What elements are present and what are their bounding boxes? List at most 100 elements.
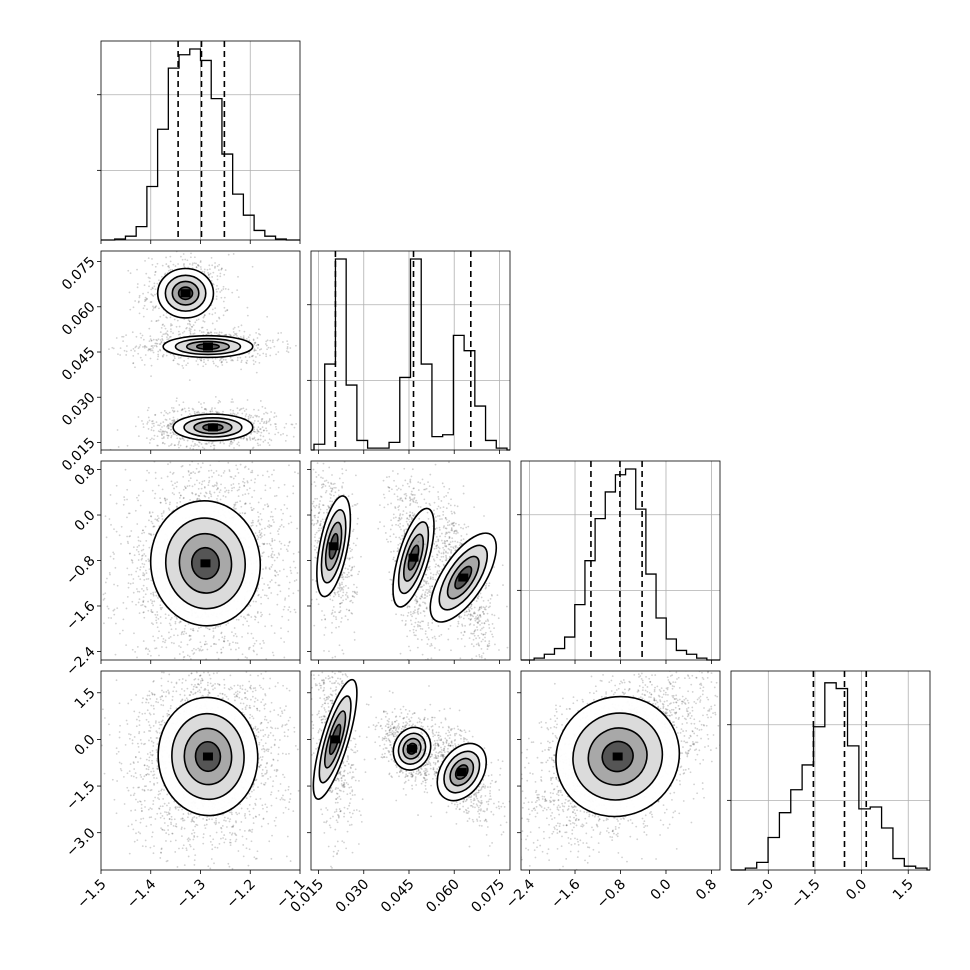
scatter-point [162, 511, 165, 514]
scatter-point [147, 680, 149, 682]
scatter-point [338, 587, 341, 590]
scatter-point [237, 683, 239, 685]
scatter-point [157, 517, 160, 520]
scatter-point [156, 452, 158, 454]
scatter-point [322, 485, 324, 488]
scatter-point [172, 359, 175, 362]
scatter-point [129, 479, 132, 482]
scatter-point [189, 634, 192, 637]
scatter-point [126, 345, 128, 347]
scatter-point [232, 634, 235, 637]
scatter-point [259, 534, 262, 536]
scatter-point [223, 442, 225, 445]
scatter-point [303, 512, 305, 514]
scatter-point [228, 644, 231, 647]
scatter-point [144, 569, 147, 572]
scatter-point [162, 640, 164, 643]
scatter-point [148, 348, 151, 351]
scatter-point [195, 262, 198, 265]
scatter-point [174, 622, 177, 625]
scatter-point [212, 643, 215, 645]
scatter-point [144, 299, 147, 302]
scatter-point [130, 559, 133, 561]
scatter-point [218, 333, 221, 336]
scatter-point [246, 614, 249, 616]
scatter-point [207, 331, 210, 334]
scatter-point [357, 517, 359, 520]
scatter-point [150, 534, 153, 537]
density-peak [207, 423, 218, 432]
scatter-point [139, 344, 142, 346]
scatter-point [317, 529, 320, 532]
scatter-point [251, 437, 254, 440]
scatter-point [193, 329, 196, 332]
scatter-point [252, 359, 255, 362]
scatter-point [243, 330, 246, 333]
scatter-point [141, 529, 144, 532]
scatter-point [191, 492, 194, 495]
scatter-point [188, 484, 191, 487]
scatter-point [173, 410, 176, 412]
scatter-point [319, 524, 322, 527]
scatter-point [300, 530, 302, 532]
scatter-point [280, 331, 283, 334]
scatter-point [193, 647, 195, 650]
scatter-point [189, 498, 191, 501]
scatter-point [360, 555, 362, 558]
scatter-point [294, 566, 297, 569]
scatter-point [179, 444, 182, 447]
scatter-point [148, 327, 151, 330]
scatter-point [159, 616, 162, 618]
scatter-point [141, 588, 143, 590]
scatter-point [164, 663, 166, 665]
scatter-point [268, 444, 271, 447]
scatter-point [193, 412, 196, 415]
scatter-point [228, 469, 231, 471]
scatter-point [150, 293, 153, 296]
scatter-point [131, 561, 134, 564]
scatter-point [208, 479, 211, 482]
scatter-point [264, 527, 266, 530]
scatter-point [139, 566, 142, 569]
scatter-point [254, 342, 257, 344]
histogram-panel-0 [97, 40, 301, 241]
scatter-point [316, 616, 318, 618]
scatter-point [334, 593, 337, 596]
scatter-point [263, 534, 266, 536]
scatter-point [242, 335, 245, 338]
scatter-point [238, 329, 241, 332]
scatter-point [220, 296, 223, 299]
scatter-point [186, 323, 189, 325]
scatter-point [231, 487, 234, 490]
scatter-point [64, 555, 66, 557]
scatter-point [187, 407, 190, 410]
scatter-point [255, 356, 257, 358]
scatter-point [137, 575, 140, 578]
scatter-point [128, 535, 131, 538]
scatter-point [175, 505, 178, 508]
scatter-point [274, 569, 276, 572]
scatter-point [205, 245, 207, 247]
scatter-point [346, 596, 349, 599]
scatter-point [341, 472, 344, 475]
scatter-point [138, 598, 141, 601]
scatter-point [152, 346, 154, 349]
scatter-point [317, 617, 319, 619]
scatter-point [243, 437, 245, 439]
scatter-point [293, 580, 296, 582]
scatter-point [165, 316, 168, 319]
scatter-point [170, 423, 173, 426]
scatter-point [295, 344, 297, 347]
scatter-point [207, 497, 210, 499]
scatter-point [251, 447, 254, 450]
scatter-point [87, 632, 89, 634]
scatter-point [303, 580, 305, 582]
scatter-point [177, 442, 180, 444]
scatter-point [318, 511, 321, 514]
scatter-point [219, 442, 222, 444]
scatter-point [266, 412, 269, 415]
scatter-point [138, 296, 141, 299]
scatter-point [165, 502, 167, 505]
scatter-point [201, 446, 204, 449]
scatter-point [266, 542, 269, 545]
